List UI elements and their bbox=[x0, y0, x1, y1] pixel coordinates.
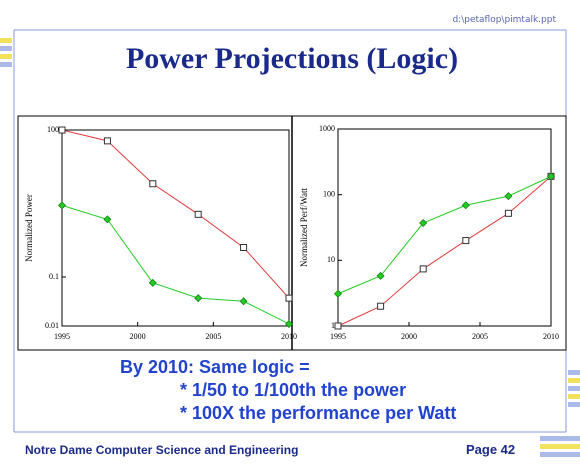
marker bbox=[376, 271, 385, 280]
marker bbox=[285, 294, 293, 302]
marker bbox=[58, 126, 66, 134]
y-tick-label: 100 bbox=[323, 189, 335, 198]
marker bbox=[462, 237, 470, 245]
y-tick-label: 0.01 bbox=[45, 321, 59, 330]
plot-area bbox=[337, 128, 552, 327]
y-tick-label: 1 bbox=[331, 321, 335, 330]
x-tick-label: 2005 bbox=[205, 332, 221, 341]
slide-title: Power Projections (Logic) bbox=[126, 42, 458, 75]
charts: 0.01 0.1 100 1995 2000 2005 2010 Normalized Pow… bbox=[24, 124, 559, 341]
x-tick-label: 1995 bbox=[54, 332, 70, 341]
page-number: Page 42 bbox=[466, 442, 515, 457]
body-line: By 2010: Same logic = bbox=[120, 357, 310, 377]
y-axis-label: Normalized Power bbox=[24, 194, 34, 262]
marker bbox=[547, 172, 555, 181]
marker bbox=[194, 294, 203, 303]
marker bbox=[419, 265, 427, 273]
marker bbox=[461, 201, 470, 210]
marker bbox=[148, 278, 157, 287]
y-tick-label: 0.1 bbox=[49, 272, 59, 281]
file-path: d:\petaflop\pimtalk.ppt bbox=[452, 15, 556, 25]
body-line: * 100X the performance per Watt bbox=[180, 403, 456, 423]
marker bbox=[239, 297, 248, 306]
marker bbox=[149, 180, 157, 188]
x-tick-label: 1995 bbox=[330, 332, 346, 341]
y-axis-label: Normalized Perf/Watt bbox=[299, 188, 309, 267]
marker bbox=[419, 219, 428, 228]
x-tick-label: 2010 bbox=[281, 332, 297, 341]
marker bbox=[194, 210, 202, 218]
series-line bbox=[337, 175, 552, 295]
marker bbox=[103, 215, 112, 224]
x-tick-label: 2000 bbox=[401, 332, 417, 341]
footer-org: Notre Dame Computer Science and Engineer… bbox=[25, 443, 298, 457]
marker bbox=[285, 319, 293, 328]
plot-area bbox=[61, 129, 290, 327]
series-line bbox=[337, 175, 552, 327]
body-line: * 1/50 to 1/100th the power bbox=[180, 380, 406, 400]
y-tick-label: 1000 bbox=[319, 124, 335, 133]
series-line bbox=[61, 129, 290, 299]
marker bbox=[103, 137, 111, 145]
marker bbox=[504, 192, 513, 201]
x-tick-label: 2010 bbox=[543, 332, 559, 341]
marker bbox=[240, 243, 248, 251]
marker bbox=[504, 209, 512, 217]
marker bbox=[334, 289, 342, 298]
marker bbox=[58, 201, 66, 210]
series-line bbox=[61, 204, 290, 325]
y-tick-label: 10 bbox=[327, 255, 335, 264]
y-tick-label: 100 bbox=[47, 125, 59, 134]
marker bbox=[334, 322, 342, 330]
marker bbox=[377, 302, 385, 310]
x-tick-label: 2005 bbox=[472, 332, 488, 341]
x-tick-label: 2000 bbox=[130, 332, 146, 341]
